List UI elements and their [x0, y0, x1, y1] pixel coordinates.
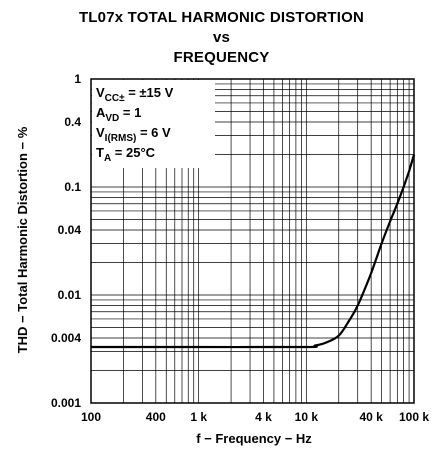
x-tick-label: 100 k	[399, 410, 429, 424]
y-tick-label: 1	[74, 72, 81, 86]
y-tick-label: 0.004	[51, 331, 81, 345]
condition-vcc: VCC± = ±15 V	[96, 85, 174, 104]
x-tick-label: 10 k	[295, 410, 319, 424]
y-tick-label: 0.04	[58, 223, 82, 237]
y-tick-label: 0.01	[58, 288, 82, 302]
x-tick-label: 1 k	[190, 410, 207, 424]
x-tick-label: 40 k	[359, 410, 383, 424]
y-tick-labels: 1 0.4 0.1 0.04 0.01 0.004 0.001	[51, 72, 81, 410]
chart-title-line-2: vs	[212, 29, 231, 46]
x-tick-labels: 100 400 1 k 4 k 10 k 40 k 100 k	[81, 410, 429, 424]
series-layer	[90, 154, 416, 349]
plot-frame	[90, 78, 415, 404]
y-tick-label: 0.001	[51, 396, 81, 410]
x-tick-label: 100	[81, 410, 101, 424]
chart-title-line-1: TL07x TOTAL HARMONIC DISTORTION	[78, 9, 365, 26]
condition-vi: VI(RMS) = 6 V	[96, 125, 171, 144]
thd-curve	[90, 154, 416, 349]
y-axis-label: THD − Total Harmonic Distortion − %	[15, 126, 30, 353]
x-axis-label: f − Frequency − Hz	[196, 431, 312, 446]
chart-title-line-3: FREQUENCY	[173, 49, 270, 66]
y-tick-label: 0.1	[64, 180, 81, 194]
condition-ta: TA = 25°C	[96, 145, 156, 164]
conditions-box: VCC± = ±15 V AVD = 1 VI(RMS) = 6 V TA = …	[92, 80, 215, 168]
x-tick-label: 400	[146, 410, 166, 424]
x-tick-label: 4 k	[255, 410, 272, 424]
y-tick-label: 0.4	[64, 115, 81, 129]
condition-avd: AVD = 1	[96, 105, 141, 124]
